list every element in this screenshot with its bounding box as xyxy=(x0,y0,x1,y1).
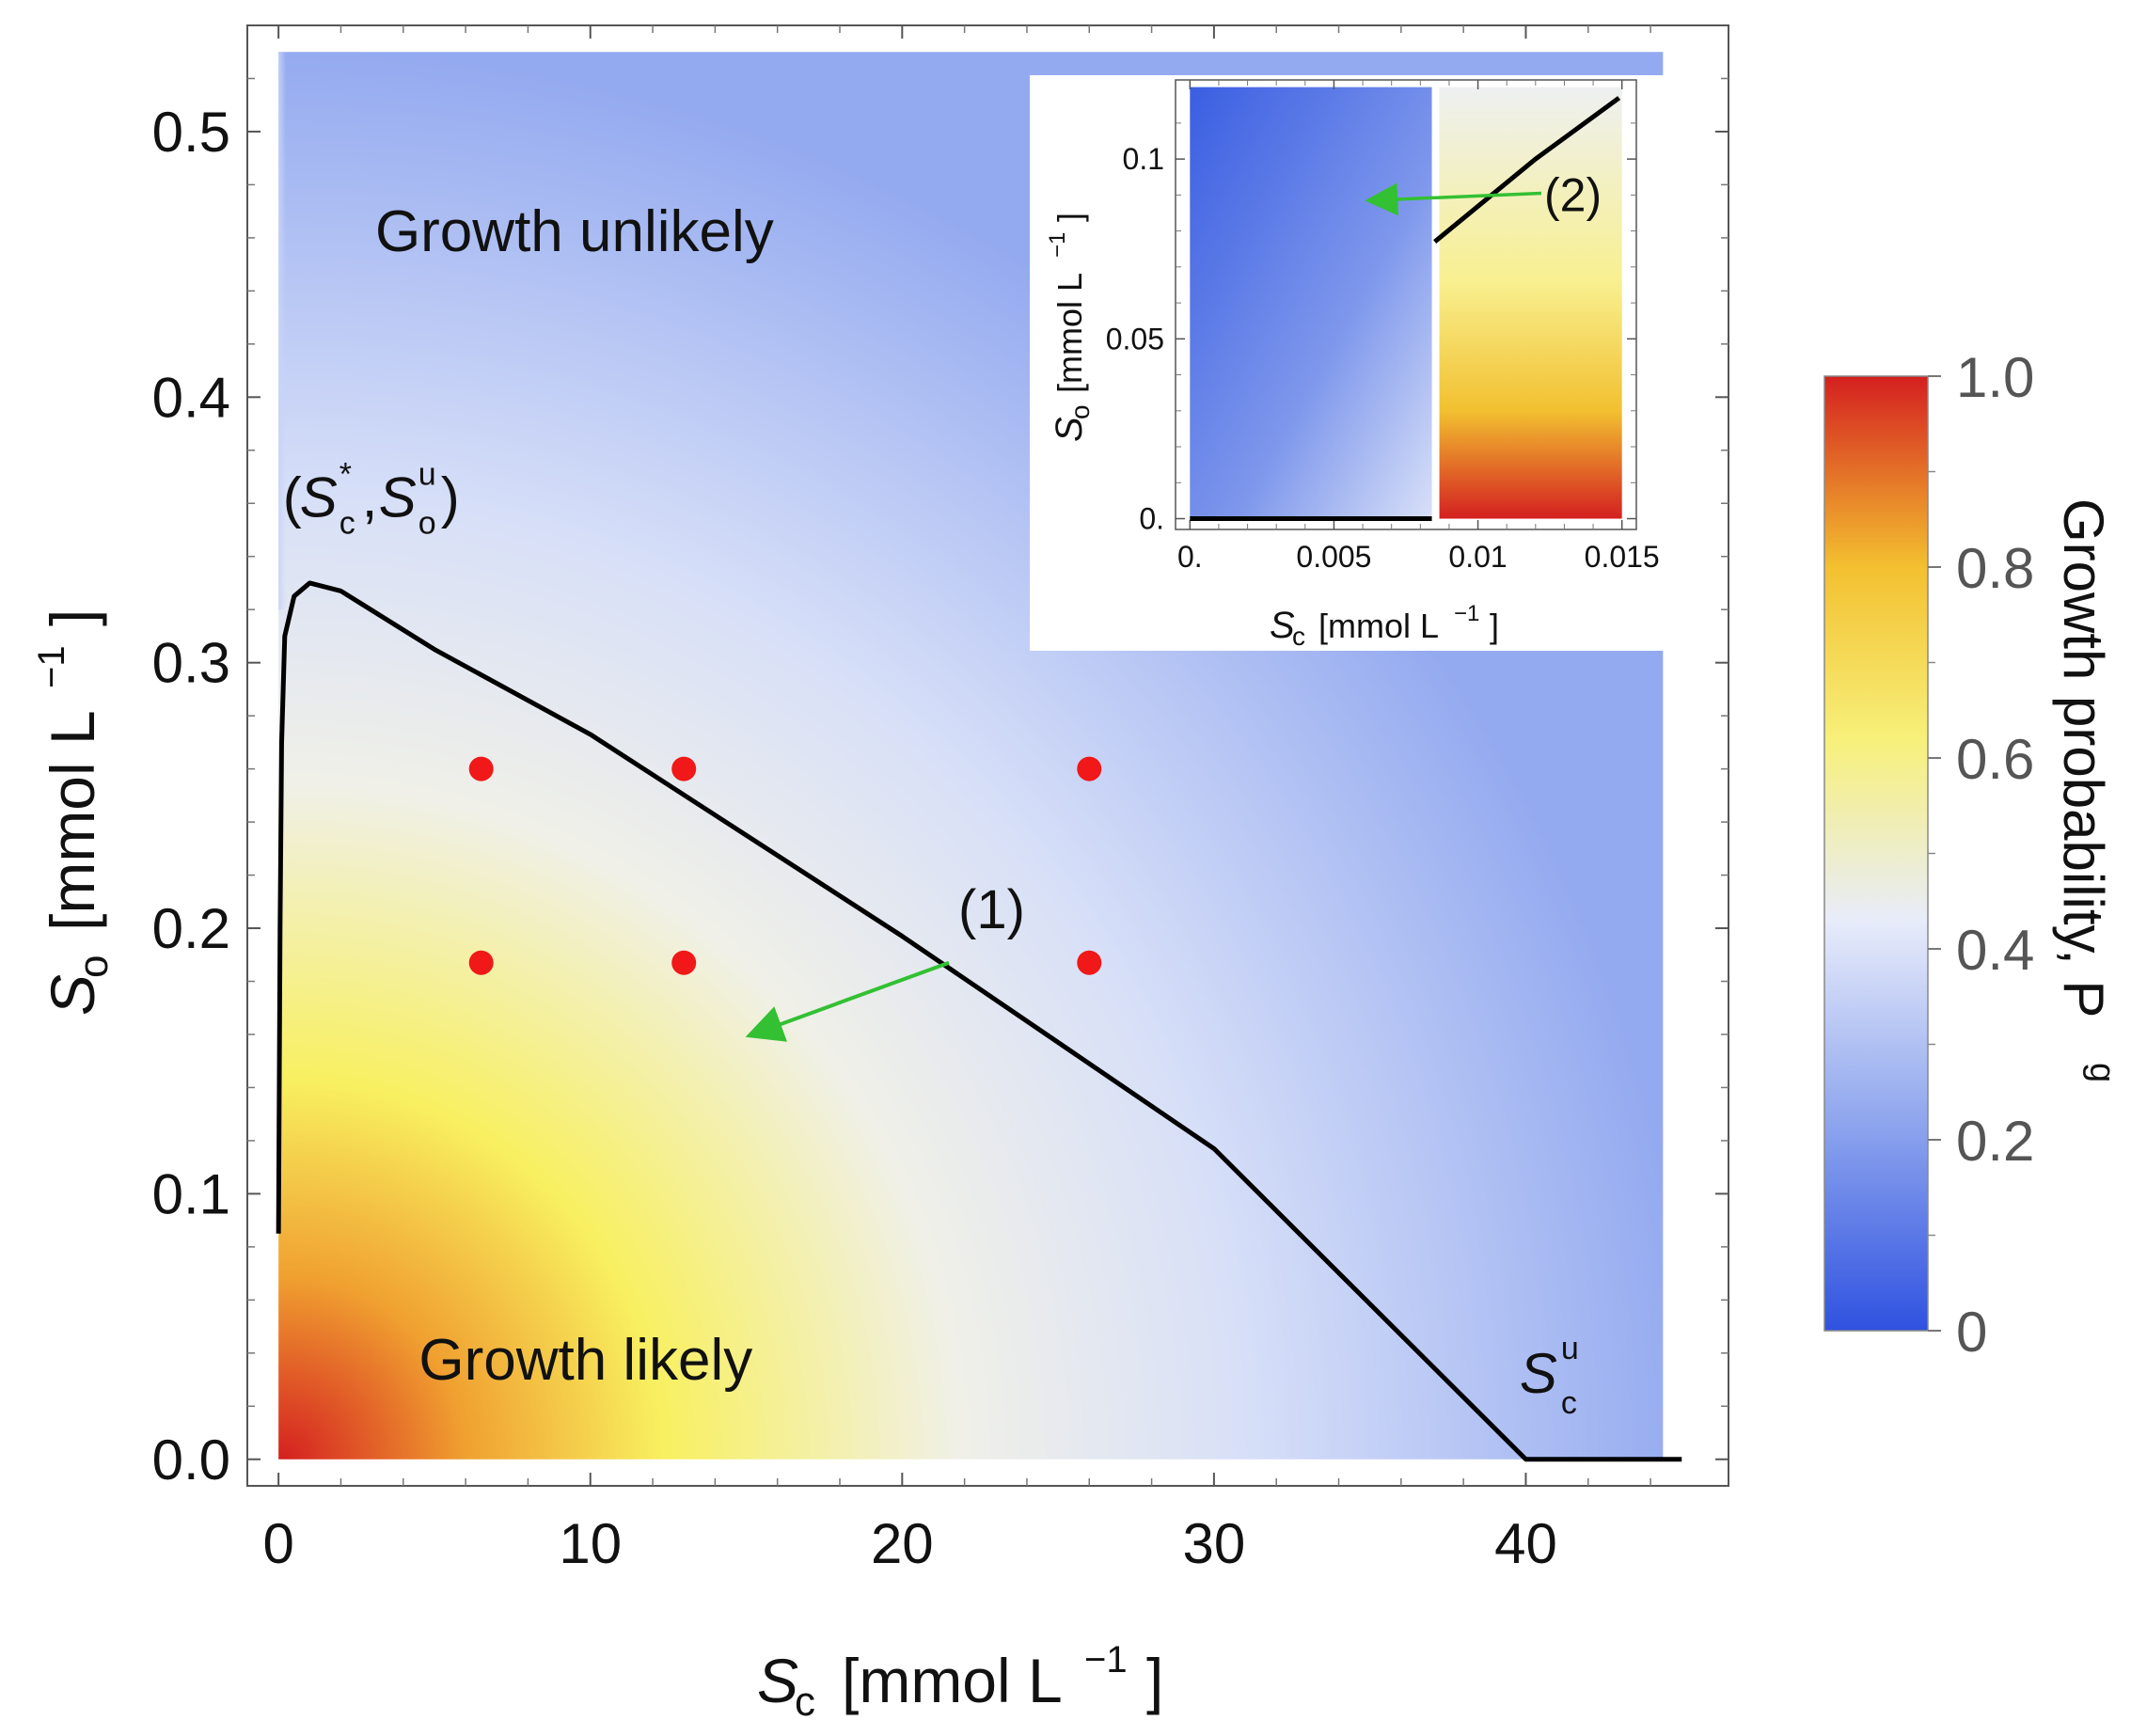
sample-point xyxy=(468,756,494,781)
colorbar: 0 0.2 0.4 0.6 0.8 1.0 Growth probability, P g xyxy=(1823,346,2122,1364)
inset-y-axis-title: S o [mmol L −1 ] xyxy=(1045,213,1095,442)
inset-y-tick-label: 0. xyxy=(1139,502,1164,536)
inset-x-tick-label: 0. xyxy=(1177,540,1203,574)
y-title-exponent: −1 xyxy=(31,645,72,688)
x-title-symbol: S xyxy=(757,1646,798,1715)
inset-y-tick-label: 0.1 xyxy=(1123,142,1164,176)
colorbar-tick-label: 1.0 xyxy=(1956,346,2034,409)
colorbar-tick-label: 0.6 xyxy=(1956,728,2034,791)
heatmap-left-edge-band xyxy=(278,52,287,610)
inset-x-title-unit: [mmol L xyxy=(1318,607,1439,645)
x-tick-label: 40 xyxy=(1494,1512,1557,1575)
x-title-unit: [mmol L xyxy=(842,1646,1063,1715)
inset-x-axis-title: S c [mmol L −1 ] xyxy=(1270,601,1499,651)
y-tick-label: 0.4 xyxy=(152,366,230,429)
inset-y-title-unit: [mmol L xyxy=(1050,273,1089,393)
peak-label-s-o-sub: o xyxy=(418,505,436,541)
x-axis-title: S c [mmol L −1 ] xyxy=(757,1639,1163,1725)
inset-y-title-exponent: −1 xyxy=(1045,232,1070,258)
inset-x-title-sub: c xyxy=(1292,622,1305,651)
y-title-symbol: S xyxy=(38,974,107,1016)
endpoint-label-sub: c xyxy=(1561,1385,1577,1421)
inset-plot-panel: 0. 0.005 0.01 0.015 0. 0.05 0.1 (2) S c [mmol … xyxy=(1030,75,1679,651)
inset-x-tick-label: 0.015 xyxy=(1585,540,1660,574)
plot-frame xyxy=(246,24,1729,1487)
peak-label-comma: , xyxy=(362,466,378,529)
inset-x-tick-label: 0.005 xyxy=(1296,540,1371,574)
y-tick-label: 0.5 xyxy=(152,101,230,164)
colorbar-title-sub: g xyxy=(2082,1063,2122,1082)
inset-y-title-symbol: S xyxy=(1049,417,1090,442)
x-title-close: ] xyxy=(1146,1646,1163,1715)
sample-points xyxy=(468,756,1102,975)
inset-heat-left xyxy=(1190,87,1432,519)
sample-point xyxy=(1077,950,1102,975)
peak-point-label: ( S * c , S u o ) xyxy=(283,456,460,541)
colorbar-tick-label: 0.2 xyxy=(1956,1110,2034,1173)
x-tick-label: 0 xyxy=(262,1512,293,1575)
inset-x-title-close: ] xyxy=(1490,607,1499,645)
colorbar-ticks xyxy=(1928,375,1941,1332)
y-title-close: ] xyxy=(38,609,107,626)
growth-boundary-curve xyxy=(276,580,1682,1462)
arrow-1-label: (1) xyxy=(958,879,1025,940)
peak-label-open-paren: ( xyxy=(283,466,302,529)
peak-label-s-o: S xyxy=(379,466,417,529)
peak-label-s-o-sup: u xyxy=(418,456,436,492)
inset-y-title-sub: o xyxy=(1066,404,1095,419)
sample-point xyxy=(1077,756,1102,781)
y-axis-title: S o [mmol L −1 ] xyxy=(31,609,117,1016)
sample-point xyxy=(468,950,494,975)
y-tick-label: 0.0 xyxy=(152,1428,230,1491)
x-title-sub: c xyxy=(795,1679,815,1725)
region-label-growth-unlikely: Growth unlikely xyxy=(375,199,774,264)
peak-label-s-c-sup: * xyxy=(339,456,352,492)
endpoint-label: S u c xyxy=(1520,1331,1579,1421)
colorbar-tick-label: 0.8 xyxy=(1956,537,2034,600)
axis-tick-labels: 0 10 20 30 40 0.0 0.1 0.2 0.3 0.4 0.5 xyxy=(152,101,1557,1575)
inset-y-tick-label: 0.05 xyxy=(1106,322,1164,355)
inset-x-tick-label: 0.01 xyxy=(1448,540,1507,574)
peak-label-close-paren: ) xyxy=(441,466,460,529)
colorbar-tick-label: 0.4 xyxy=(1956,919,2034,982)
y-tick-label: 0.1 xyxy=(152,1162,230,1225)
inset-x-title-symbol: S xyxy=(1270,605,1295,646)
colorbar-title-text: Growth probability, P xyxy=(2052,498,2115,1018)
peak-label-s-c: S xyxy=(300,466,338,529)
peak-label-s-c-sub: c xyxy=(339,505,355,541)
inset-curve-top xyxy=(1433,96,1621,245)
inset-y-title-close: ] xyxy=(1050,213,1089,222)
y-tick-label: 0.3 xyxy=(152,632,230,695)
y-title-unit: [mmol L xyxy=(38,710,107,931)
colorbar-gradient xyxy=(1823,375,1929,1332)
inset-axis-ticks xyxy=(1176,80,1636,529)
inset-heat-right xyxy=(1439,87,1622,519)
axis-ticks xyxy=(247,25,1728,1486)
x-tick-label: 30 xyxy=(1183,1512,1246,1575)
sample-point xyxy=(671,756,697,781)
colorbar-tick-labels: 0 0.2 0.4 0.6 0.8 1.0 xyxy=(1956,346,2034,1364)
sample-point xyxy=(671,950,697,975)
colorbar-tick-label: 0 xyxy=(1956,1301,1987,1364)
endpoint-label-sup: u xyxy=(1561,1331,1579,1366)
x-tick-label: 20 xyxy=(871,1512,934,1575)
arrow-2-label: (2) xyxy=(1544,169,1602,222)
arrow-2 xyxy=(1365,182,1542,216)
region-label-growth-likely: Growth likely xyxy=(418,1328,752,1393)
arrow-1 xyxy=(745,960,950,1042)
y-tick-label: 0.2 xyxy=(152,897,230,960)
y-title-sub: o xyxy=(71,955,117,978)
inset-x-title-exponent: −1 xyxy=(1454,601,1479,626)
x-tick-label: 10 xyxy=(559,1512,622,1575)
inset-tick-labels: 0. 0.005 0.01 0.015 0. 0.05 0.1 xyxy=(1106,142,1660,574)
colorbar-title: Growth probability, P g xyxy=(2052,498,2122,1082)
x-title-exponent: −1 xyxy=(1084,1639,1128,1681)
inset-frame xyxy=(1175,79,1637,530)
endpoint-label-s: S xyxy=(1520,1342,1557,1405)
